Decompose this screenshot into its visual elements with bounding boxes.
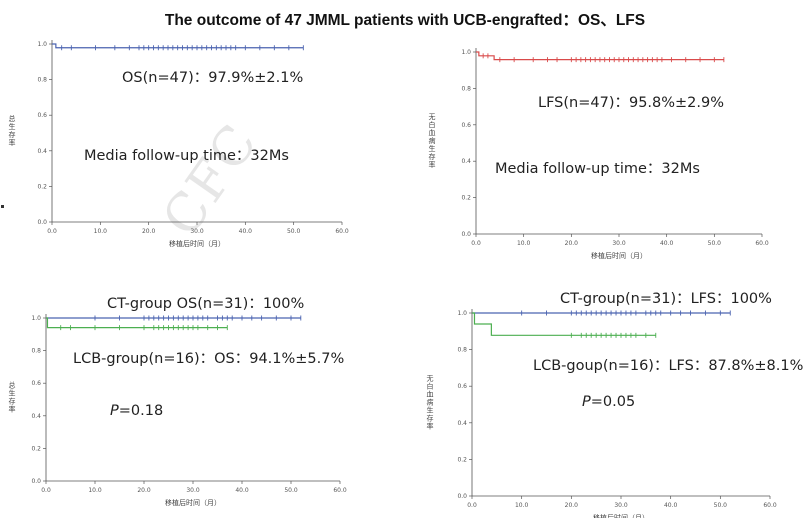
survival-curve-series-1 xyxy=(46,317,228,329)
p-value-os: P=0.18 xyxy=(110,403,164,419)
lcb-group-os-annotation: LCB-group(n=16)：OS：94.1%±5.7% xyxy=(73,351,345,367)
y-tick-label: 0.8 xyxy=(457,347,467,354)
y-tick-label: 0.2 xyxy=(457,456,467,463)
stray-dot xyxy=(1,205,4,208)
y-tick-label: 0.6 xyxy=(457,383,467,390)
x-tick-label: 60.0 xyxy=(763,502,777,509)
y-tick-label: 0.2 xyxy=(31,445,41,452)
y-tick-label: 0.6 xyxy=(37,112,47,119)
x-tick-label: 10.0 xyxy=(94,228,108,235)
y-tick-label: 0.8 xyxy=(461,85,471,92)
x-tick-label: 20.0 xyxy=(565,502,579,509)
chart-group-os-svg: 0.0 10.0 20.0 30.0 40.0 50.0 60.0 0.0 0.2 0.4 0.6 0… xyxy=(9,314,347,507)
x-tick-label: 50.0 xyxy=(284,487,298,494)
x-tick-label: 60.0 xyxy=(335,228,349,235)
x-tick-label: 50.0 xyxy=(708,240,722,247)
y-tick-label: 1.0 xyxy=(37,41,47,48)
y-tick-label: 0.4 xyxy=(457,420,467,427)
y-tick-label: 0.0 xyxy=(461,231,471,238)
x-tick-label: 30.0 xyxy=(190,228,204,235)
y-axis-title: 总生存率 xyxy=(9,381,16,414)
y-tick-label: 0.4 xyxy=(461,158,471,165)
y-axis-title: 总生存率 xyxy=(9,114,16,147)
y-tick-label: 0.6 xyxy=(31,380,41,387)
x-tick-label: 40.0 xyxy=(239,228,253,235)
x-tick-label: 20.0 xyxy=(137,487,151,494)
chart-panel-lfs: 0.0 10.0 20.0 30.0 40.0 50.0 60.0 0.0 0.2 0.4 0.6 0… xyxy=(410,0,810,270)
x-tick-label: 0.0 xyxy=(467,502,477,509)
y-axis-title: 无白血病生存率 xyxy=(429,113,436,169)
chart-group-lfs-svg: 0.0 10.0 20.0 30.0 40.0 50.0 60.0 0.0 0.2 0.4 0.6 0… xyxy=(427,309,777,518)
x-tick-label: 10.0 xyxy=(517,240,531,247)
y-tick-label: 0.8 xyxy=(37,77,47,84)
lcb-group-lfs-annotation: LCB-goup(n=16)：LFS：87.8%±8.1% xyxy=(533,358,804,374)
chart-os-svg: 0.0 10.0 20.0 30.0 40.0 50.0 60.0 0.0 0.2 0.4 0.6 0… xyxy=(9,40,349,248)
x-axis-title: 移植后时间（月） xyxy=(593,513,649,518)
lfs-result-annotation: LFS(n=47)：95.8%±2.9% xyxy=(538,95,725,111)
x-tick-label: 60.0 xyxy=(755,240,769,247)
y-tick-label: 1.0 xyxy=(461,49,471,56)
y-tick-label: 0.8 xyxy=(31,348,41,355)
x-axis-title: 移植后时间（月） xyxy=(591,251,647,260)
x-tick-label: 30.0 xyxy=(614,502,628,509)
x-axis-title: 移植后时间（月） xyxy=(165,498,221,507)
x-tick-label: 50.0 xyxy=(287,228,301,235)
y-axis-title: 无白血病生存率 xyxy=(427,375,434,431)
chart-panel-group-lfs: 0.0 10.0 20.0 30.0 40.0 50.0 60.0 0.0 0.2 0.4 0.6 0… xyxy=(410,278,810,518)
y-tick-label: 0.2 xyxy=(37,183,47,190)
x-tick-label: 40.0 xyxy=(664,502,678,509)
p-value-lfs-text: =0.05 xyxy=(590,394,636,410)
os-result-annotation: OS(n=47)：97.9%±2.1% xyxy=(122,70,304,86)
x-tick-label: 0.0 xyxy=(471,240,481,247)
figure-title: The outcome of 47 JMML patients with UCB… xyxy=(164,12,646,29)
p-value-os-text: =0.18 xyxy=(118,403,164,419)
y-tick-label: 0.4 xyxy=(37,148,47,155)
x-tick-label: 60.0 xyxy=(333,487,347,494)
survival-curve-series-0 xyxy=(52,43,304,49)
x-tick-label: 0.0 xyxy=(41,487,51,494)
x-tick-label: 20.0 xyxy=(565,240,579,247)
x-tick-label: 40.0 xyxy=(235,487,249,494)
y-tick-label: 0.6 xyxy=(461,122,471,129)
x-tick-label: 10.0 xyxy=(515,502,529,509)
lfs-followup-annotation: Media follow-up time：32Ms xyxy=(495,161,700,177)
survival-curve-series-0 xyxy=(476,51,724,61)
x-tick-label: 20.0 xyxy=(142,228,156,235)
x-tick-label: 30.0 xyxy=(612,240,626,247)
chart-panel-group-os: 0.0 10.0 20.0 30.0 40.0 50.0 60.0 0.0 0.2 0.4 0.6 0… xyxy=(0,280,380,518)
y-tick-label: 1.0 xyxy=(31,315,41,322)
x-tick-label: 50.0 xyxy=(714,502,728,509)
y-tick-label: 0.4 xyxy=(31,413,41,420)
x-tick-label: 10.0 xyxy=(88,487,102,494)
survival-curve-series-1 xyxy=(472,312,656,336)
y-tick-label: 0.0 xyxy=(37,219,47,226)
x-axis-title: 移植后时间（月） xyxy=(169,239,225,248)
ct-group-lfs-annotation: CT-group(n=31)：LFS：100% xyxy=(560,291,772,307)
p-value-lfs: P=0.05 xyxy=(582,394,636,410)
ct-group-os-annotation: CT-group OS(n=31)：100% xyxy=(107,296,305,312)
x-tick-label: 40.0 xyxy=(660,240,674,247)
os-followup-annotation: Media follow-up time：32Ms xyxy=(84,148,289,164)
y-tick-label: 0.0 xyxy=(457,493,467,500)
x-tick-label: 30.0 xyxy=(186,487,200,494)
chart-panel-os: 0.0 10.0 20.0 30.0 40.0 50.0 60.0 0.0 0.2 0.4 0.6 0… xyxy=(0,0,380,260)
chart-lfs-svg: 0.0 10.0 20.0 30.0 40.0 50.0 60.0 0.0 0.2 0.4 0.6 0… xyxy=(429,48,769,260)
y-tick-label: 1.0 xyxy=(457,310,467,317)
x-tick-label: 0.0 xyxy=(47,228,57,235)
y-tick-label: 0.2 xyxy=(461,195,471,202)
y-tick-label: 0.0 xyxy=(31,478,41,485)
